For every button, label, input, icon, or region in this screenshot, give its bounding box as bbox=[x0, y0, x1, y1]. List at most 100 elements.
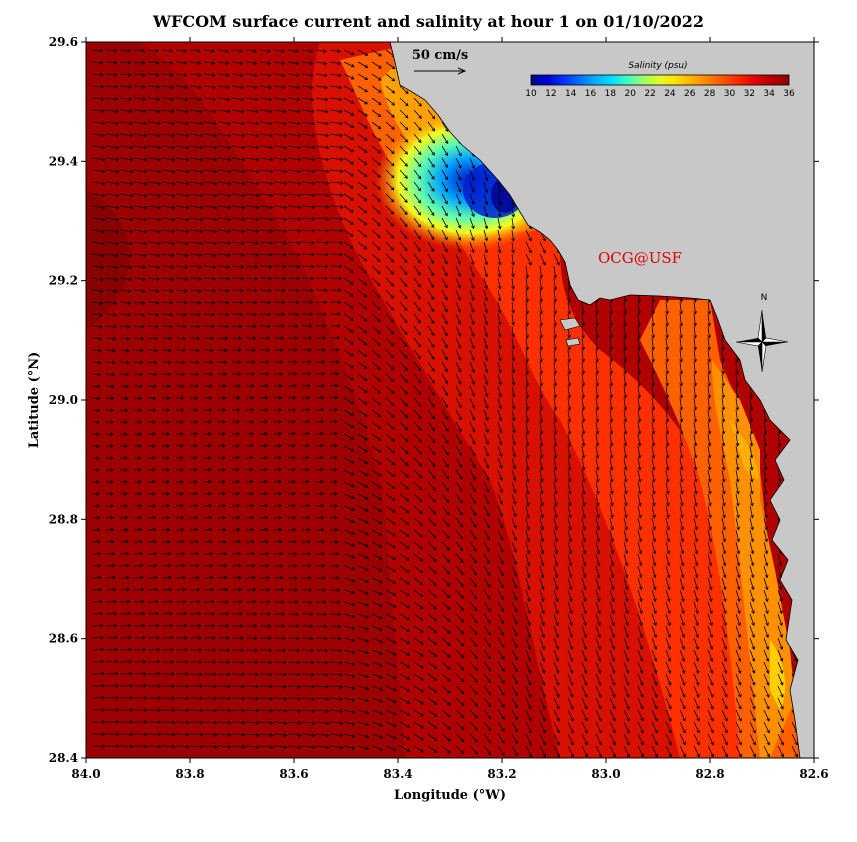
vector-arrow bbox=[427, 181, 435, 192]
y-axis-label: Latitude (°N) bbox=[27, 352, 42, 449]
vector-arrow bbox=[245, 253, 259, 257]
vector-arrow bbox=[259, 85, 273, 90]
vector-arrow bbox=[133, 169, 148, 174]
vector-arrow bbox=[469, 169, 475, 181]
vector-arrow bbox=[91, 72, 104, 77]
vector-arrow bbox=[385, 181, 395, 191]
vector-arrow bbox=[427, 109, 436, 120]
vector-arrow bbox=[119, 85, 133, 89]
vector-arrow bbox=[273, 157, 288, 162]
vector-arrow bbox=[427, 205, 435, 216]
vector-arrow bbox=[161, 109, 175, 114]
salinity-band-max bbox=[86, 190, 130, 330]
vector-arrow bbox=[91, 181, 106, 186]
vector-arrow bbox=[371, 169, 381, 178]
vector-arrow bbox=[357, 169, 368, 178]
vector-arrow bbox=[371, 241, 381, 251]
colorbar-tick-label: 32 bbox=[744, 89, 755, 99]
vector-arrow bbox=[455, 169, 462, 181]
vector-arrow bbox=[119, 217, 134, 222]
vector-arrow bbox=[413, 145, 422, 156]
vector-arrow bbox=[161, 145, 176, 150]
vector-arrow bbox=[399, 265, 408, 276]
vector-arrow bbox=[427, 229, 435, 241]
vector-arrow bbox=[273, 229, 288, 233]
vector-arrow bbox=[357, 61, 369, 68]
vector-arrow bbox=[483, 181, 489, 194]
vector-arrow bbox=[357, 73, 369, 80]
vector-arrow bbox=[385, 145, 395, 155]
vector-arrow bbox=[385, 205, 395, 215]
vector-arrow bbox=[385, 169, 395, 179]
vector-arrow bbox=[497, 217, 502, 230]
vector-arrow bbox=[315, 228, 330, 233]
vector-arrow bbox=[371, 133, 382, 142]
x-tick-label: 82.6 bbox=[799, 767, 828, 781]
vector-arrow bbox=[91, 229, 106, 234]
vector-arrow bbox=[175, 48, 187, 53]
x-tick-label: 83.4 bbox=[383, 767, 412, 781]
vector-arrow bbox=[217, 85, 231, 90]
vector-arrow bbox=[385, 109, 395, 118]
vector-arrow bbox=[147, 181, 162, 186]
vector-arrow bbox=[399, 109, 409, 119]
vector-arrow bbox=[231, 145, 246, 150]
vector-arrow bbox=[343, 181, 354, 189]
vector-arrow bbox=[119, 241, 133, 246]
vector-arrow bbox=[245, 97, 259, 102]
vector-arrow bbox=[105, 60, 118, 65]
vector-arrow bbox=[301, 181, 316, 186]
vector-arrow bbox=[217, 205, 232, 210]
vector-arrow bbox=[371, 73, 382, 81]
vector-arrow bbox=[399, 157, 408, 167]
vector-arrow bbox=[133, 253, 147, 258]
vector-arrow bbox=[189, 61, 202, 65]
vector-arrow bbox=[315, 61, 328, 66]
vector-arrow bbox=[329, 85, 343, 90]
vector-arrow bbox=[399, 217, 408, 228]
vector-arrow bbox=[483, 217, 489, 230]
vector-arrow bbox=[315, 109, 329, 114]
vector-arrow bbox=[413, 181, 422, 192]
vector-arrow bbox=[329, 109, 343, 114]
vector-arrow bbox=[217, 73, 230, 78]
x-tick-label: 83.6 bbox=[279, 767, 308, 781]
vector-arrow bbox=[441, 205, 448, 217]
vector-arrow bbox=[399, 229, 408, 240]
vector-arrow bbox=[441, 229, 448, 241]
vector-arrow bbox=[259, 229, 274, 233]
vector-arrow bbox=[189, 169, 204, 174]
vector-arrow bbox=[161, 241, 176, 246]
vector-arrow bbox=[273, 61, 286, 66]
vector-arrow bbox=[287, 252, 301, 257]
vector-arrow bbox=[343, 217, 354, 225]
vector-arrow bbox=[105, 121, 120, 126]
vector-arrow bbox=[441, 253, 448, 265]
vector-arrow bbox=[133, 193, 148, 198]
vector-arrow bbox=[371, 145, 382, 154]
vector-arrow bbox=[497, 205, 502, 218]
vector-arrow bbox=[329, 97, 343, 102]
vector-arrow bbox=[399, 133, 409, 143]
vector-arrow bbox=[399, 145, 408, 155]
vector-arrow bbox=[371, 229, 381, 239]
colorbar-tick-label: 14 bbox=[565, 89, 577, 99]
vector-arrow bbox=[357, 157, 368, 165]
vector-arrow bbox=[217, 157, 232, 162]
vector-arrow bbox=[287, 85, 301, 90]
vector-arrow bbox=[455, 253, 462, 265]
vector-arrow bbox=[497, 241, 502, 254]
vector-arrow bbox=[371, 253, 381, 263]
vector-arrow bbox=[329, 264, 343, 269]
vector-arrow bbox=[301, 217, 316, 221]
vector-arrow bbox=[161, 265, 175, 270]
vector-arrow bbox=[217, 253, 231, 257]
vector-arrow bbox=[175, 121, 189, 126]
vector-arrow bbox=[147, 193, 162, 198]
vector-arrow bbox=[413, 133, 422, 144]
vector-arrow bbox=[161, 48, 173, 53]
vector-arrow bbox=[231, 229, 246, 234]
y-tick-label: 29.0 bbox=[49, 393, 78, 407]
vector-arrow bbox=[91, 145, 106, 150]
x-tick-label: 83.0 bbox=[591, 767, 620, 781]
